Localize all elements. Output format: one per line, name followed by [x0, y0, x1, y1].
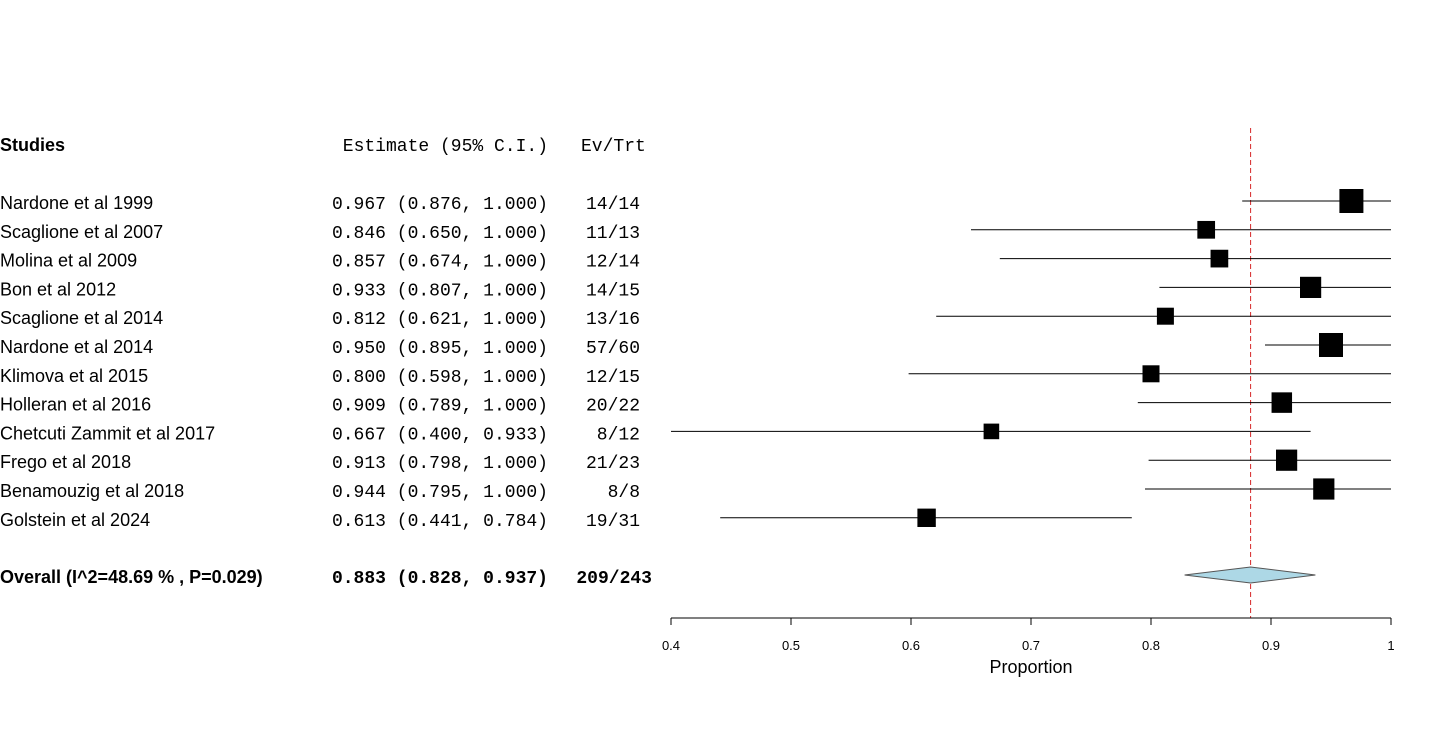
study-events-text: 14/15 [586, 281, 640, 301]
overall-row: Overall (I^2=48.69 % , P=0.029) 0.883 (0.… [0, 566, 1316, 589]
x-tick-label: 1 [1387, 638, 1394, 653]
study-estimate-text: 0.812 (0.621, 1.000) [332, 310, 548, 330]
study-name: Benamouzig et al 2018 [0, 481, 184, 501]
study-name: Chetcuti Zammit et al 2017 [0, 423, 215, 443]
x-tick-label: 0.7 [1022, 638, 1040, 653]
study-name: Nardone et al 2014 [0, 337, 153, 357]
study-estimate-text: 0.846 (0.650, 1.000) [332, 224, 548, 244]
study-events-text: 19/31 [586, 512, 640, 532]
study-name: Bon et al 2012 [0, 279, 116, 299]
study-name: Holleran et al 2016 [0, 395, 151, 415]
study-name: Klimova et al 2015 [0, 366, 148, 386]
study-events-text: 8/8 [608, 483, 640, 503]
study-name: Frego et al 2018 [0, 452, 131, 472]
study-row: Molina et al 2009 0.857 (0.674, 1.000) 12/… [0, 249, 1391, 273]
study-row: Benamouzig et al 2018 0.944 (0.795, 1.000… [0, 478, 1391, 503]
study-name: Molina et al 2009 [0, 251, 137, 271]
x-tick-label: 0.5 [782, 638, 800, 653]
study-row: Golstein et al 2024 0.613 (0.441, 0.784) 1… [0, 508, 1132, 532]
study-row: Klimova et al 2015 0.800 (0.598, 1.000) 12… [0, 365, 1391, 388]
study-point-marker [1210, 249, 1229, 268]
x-axis-title: Proportion [989, 657, 1072, 677]
study-point-marker [1156, 307, 1174, 325]
x-tick-label: 0.4 [662, 638, 680, 653]
x-tick-label: 0.8 [1142, 638, 1160, 653]
overall-label: Overall (I^2=48.69 % , P=0.029) [0, 567, 263, 587]
study-estimate-text: 0.800 (0.598, 1.000) [332, 368, 548, 388]
study-point-marker [1313, 478, 1335, 500]
study-name: Golstein et al 2024 [0, 510, 150, 530]
study-row: Bon et al 2012 0.933 (0.807, 1.000) 14/15 [0, 276, 1391, 301]
study-point-marker [1276, 449, 1298, 471]
study-row: Nardone et al 2014 0.950 (0.895, 1.000) 57… [0, 333, 1391, 359]
study-row: Holleran et al 2016 0.909 (0.789, 1.000) 2… [0, 392, 1391, 417]
study-row: Frego et al 2018 0.913 (0.798, 1.000) 21/2… [0, 449, 1391, 474]
study-events-text: 20/22 [586, 397, 640, 417]
study-point-marker [1197, 220, 1216, 239]
study-estimate-text: 0.909 (0.789, 1.000) [332, 397, 548, 417]
study-point-marker [1271, 392, 1293, 413]
study-name: Scaglione et al 2014 [0, 308, 163, 328]
study-events-text: 12/14 [586, 253, 640, 273]
overall-events-text: 209/243 [576, 569, 652, 589]
study-events-text: 11/13 [586, 224, 640, 244]
study-events-text: 13/16 [586, 310, 640, 330]
study-events-text: 8/12 [597, 425, 640, 445]
study-estimate-text: 0.967 (0.876, 1.000) [332, 195, 548, 215]
study-point-marker [1339, 189, 1364, 213]
study-point-marker [1142, 365, 1160, 383]
study-estimate-text: 0.857 (0.674, 1.000) [332, 253, 548, 273]
study-estimate-text: 0.950 (0.895, 1.000) [332, 339, 548, 359]
study-row: Nardone et al 1999 0.967 (0.876, 1.000) 14… [0, 189, 1391, 215]
study-point-marker [917, 508, 936, 527]
study-row: Scaglione et al 2007 0.846 (0.650, 1.000)… [0, 220, 1391, 244]
study-events-text: 12/15 [586, 368, 640, 388]
study-estimate-text: 0.913 (0.798, 1.000) [332, 454, 548, 474]
study-events-text: 57/60 [586, 339, 640, 359]
studies-header: Studies [0, 135, 65, 155]
overall-estimate-text: 0.883 (0.828, 0.937) [332, 569, 548, 589]
study-estimate-text: 0.944 (0.795, 1.000) [332, 483, 548, 503]
x-tick-label: 0.9 [1262, 638, 1280, 653]
x-tick-label: 0.6 [902, 638, 920, 653]
study-events-text: 14/14 [586, 195, 640, 215]
study-name: Scaglione et al 2007 [0, 222, 163, 242]
estimate-header: Estimate (95% C.I.) [343, 137, 548, 157]
study-events-text: 21/23 [586, 454, 640, 474]
study-estimate-text: 0.667 (0.400, 0.933) [332, 425, 548, 445]
study-estimate-text: 0.933 (0.807, 1.000) [332, 281, 548, 301]
overall-diamond [1184, 566, 1316, 584]
study-row: Chetcuti Zammit et al 2017 0.667 (0.400, … [0, 423, 1311, 445]
study-name: Nardone et al 1999 [0, 193, 153, 213]
study-point-marker [1319, 333, 1343, 357]
x-axis: 0.4 0.5 0.6 0.7 0.8 0.9 1 Proportion [662, 617, 1395, 677]
events-header: Ev/Trt [581, 137, 646, 157]
study-row: Scaglione et al 2014 0.812 (0.621, 1.000)… [0, 307, 1391, 330]
study-estimate-text: 0.613 (0.441, 0.784) [332, 512, 548, 532]
header-row: Studies Estimate (95% C.I.) Ev/Trt [0, 135, 646, 157]
study-point-marker [983, 423, 1000, 440]
study-point-marker [1300, 276, 1322, 298]
